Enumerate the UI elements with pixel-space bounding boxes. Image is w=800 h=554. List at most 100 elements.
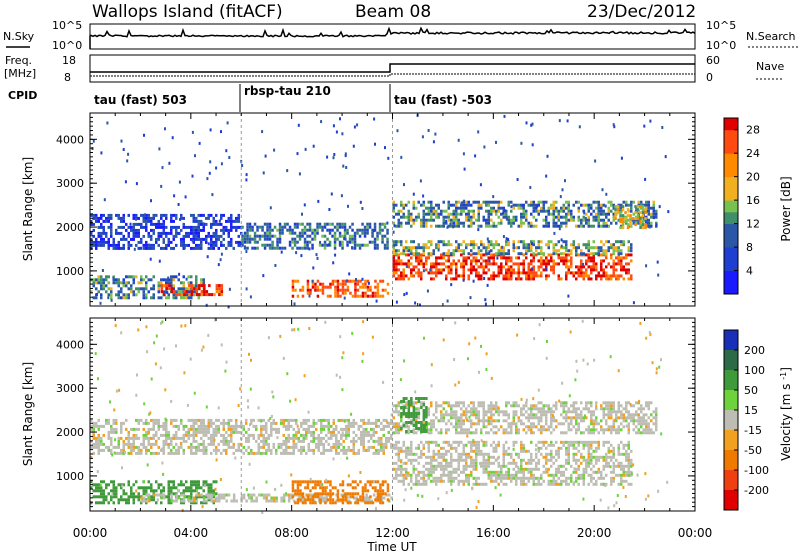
power-cell bbox=[547, 224, 550, 228]
power-cell bbox=[358, 246, 362, 250]
power-cell bbox=[550, 268, 553, 272]
velocity-cell bbox=[285, 418, 288, 422]
power-cell bbox=[630, 274, 633, 278]
velocity-cell bbox=[420, 470, 423, 474]
power-cell bbox=[497, 249, 500, 253]
power-cell bbox=[467, 277, 470, 281]
power-cell bbox=[462, 221, 465, 225]
power-cell bbox=[452, 249, 455, 253]
power-scatter-cell bbox=[520, 141, 523, 145]
power-scatter-cell bbox=[561, 188, 564, 192]
velocity-cell bbox=[120, 430, 123, 434]
power-cell bbox=[465, 212, 468, 216]
velocity-cell bbox=[545, 446, 548, 450]
power-cell bbox=[602, 271, 605, 275]
power-cell bbox=[592, 259, 595, 263]
power-cell bbox=[517, 252, 520, 256]
velocity-cell bbox=[612, 452, 615, 456]
velocity-cell bbox=[152, 495, 155, 499]
velocity-cell bbox=[347, 433, 350, 437]
velocity-cell bbox=[375, 448, 378, 452]
velocity-cell bbox=[470, 443, 473, 447]
power-cell bbox=[298, 246, 302, 250]
velocity-cell bbox=[195, 448, 198, 452]
power-cell bbox=[354, 291, 357, 295]
power-cell bbox=[655, 212, 658, 216]
power-cell bbox=[168, 284, 171, 288]
velocity-cell bbox=[467, 482, 470, 486]
power-cell bbox=[364, 294, 367, 298]
power-cell bbox=[432, 218, 435, 222]
velocity-cell bbox=[145, 445, 148, 449]
velocity-cell bbox=[440, 467, 443, 471]
power-scatter-cell bbox=[191, 239, 194, 243]
power-cell bbox=[185, 234, 188, 238]
power-scatter-cell bbox=[333, 153, 336, 156]
power-cell bbox=[502, 249, 505, 253]
power-cell bbox=[626, 226, 630, 230]
power-cell bbox=[220, 228, 223, 232]
velocity-cell bbox=[575, 476, 578, 480]
velocity-cell bbox=[356, 483, 360, 487]
power-cell bbox=[530, 221, 533, 225]
power-cell bbox=[472, 268, 475, 272]
power-cell bbox=[532, 274, 535, 278]
power-scatter-cell bbox=[344, 154, 347, 158]
power-cell bbox=[560, 259, 563, 263]
power-cell bbox=[110, 216, 113, 220]
power-cell bbox=[545, 224, 548, 228]
power-cell bbox=[415, 259, 418, 263]
power-scatter-cell bbox=[304, 147, 307, 151]
velocity-cell bbox=[427, 473, 430, 477]
power-cell bbox=[475, 271, 478, 275]
velocity-cell bbox=[150, 489, 153, 493]
velocity-cell bbox=[410, 476, 413, 480]
velocity-cell bbox=[170, 501, 173, 505]
power-cell bbox=[227, 243, 230, 247]
power-cell bbox=[217, 246, 220, 250]
power-cell bbox=[240, 240, 243, 244]
power-scatter-cell bbox=[347, 204, 349, 208]
power-cell bbox=[210, 243, 213, 247]
power-cell bbox=[150, 278, 153, 282]
velocity-cell bbox=[374, 480, 377, 484]
power-cell bbox=[530, 271, 533, 275]
power-cell bbox=[175, 228, 178, 232]
power-cell bbox=[122, 216, 125, 220]
velocity-cell bbox=[572, 443, 575, 447]
power-cell bbox=[230, 213, 233, 217]
velocity-cell bbox=[100, 492, 103, 496]
power-scatter-cell bbox=[219, 258, 222, 262]
velocity-cell bbox=[384, 492, 387, 496]
velocity-cell bbox=[175, 448, 178, 452]
power-cell bbox=[395, 268, 398, 272]
power-cell bbox=[180, 281, 183, 285]
velocity-cell bbox=[160, 493, 163, 497]
velocity-cell bbox=[309, 480, 312, 484]
power-scatter-cell bbox=[316, 256, 319, 260]
power-cell bbox=[567, 203, 570, 207]
power-cell bbox=[356, 294, 360, 298]
power-cell bbox=[95, 237, 98, 241]
power-cell bbox=[532, 265, 535, 269]
power-cell bbox=[192, 228, 195, 232]
power-cell bbox=[572, 243, 575, 247]
velocity-cell bbox=[547, 479, 550, 483]
power-cell bbox=[497, 209, 500, 213]
velocity-cell bbox=[435, 479, 438, 483]
power-cell bbox=[172, 219, 175, 223]
power-scatter-cell bbox=[432, 140, 435, 144]
velocity-cell bbox=[177, 424, 180, 428]
power-cell bbox=[400, 252, 403, 256]
velocity-cell bbox=[440, 446, 443, 450]
power-cell bbox=[527, 224, 530, 228]
velocity-cell bbox=[142, 492, 145, 496]
power-cell bbox=[281, 228, 284, 232]
power-cell bbox=[495, 252, 498, 256]
power-cell bbox=[122, 278, 125, 282]
velocity-cell bbox=[587, 443, 590, 447]
power-cell bbox=[540, 246, 543, 250]
velocity-cell bbox=[275, 427, 278, 431]
power-cell bbox=[376, 285, 380, 289]
